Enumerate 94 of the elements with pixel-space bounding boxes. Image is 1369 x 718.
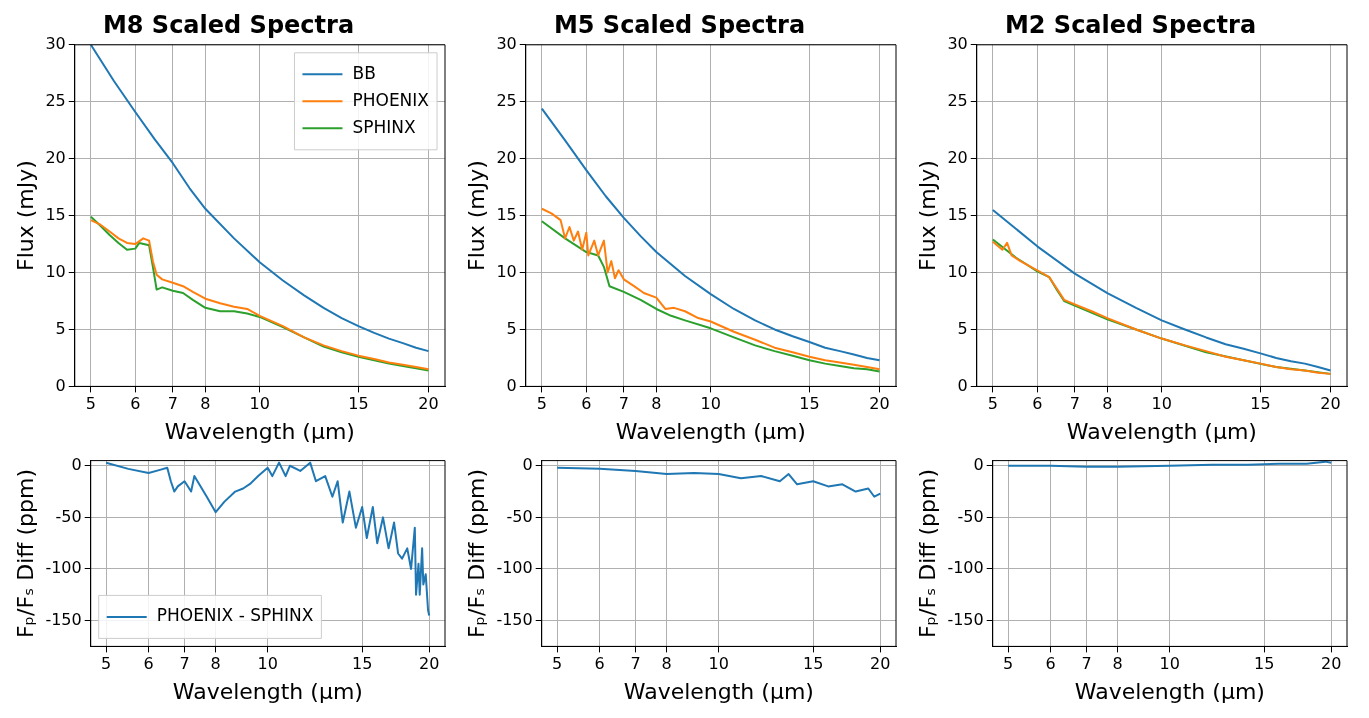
- y-tick-label: 5: [957, 318, 968, 338]
- y-tick-label: 10: [496, 261, 517, 281]
- x-tick-label: 5: [552, 654, 563, 674]
- y-tick-label: -150: [496, 609, 533, 629]
- y-tick-label: 10: [947, 261, 968, 281]
- x-tick-label: 8: [1112, 654, 1123, 674]
- x-tick-label: 6: [594, 654, 605, 674]
- x-axis-title: Wavelength (µm): [615, 418, 806, 444]
- y-tick-label: 10: [45, 261, 66, 281]
- x-tick-label: 15: [348, 394, 369, 414]
- y-tick-label: 25: [45, 90, 66, 110]
- legend-label: BB: [352, 62, 376, 83]
- y-tick-label: 0: [522, 454, 533, 474]
- y-tick-label: 25: [947, 90, 968, 110]
- x-tick-label: 15: [803, 654, 824, 674]
- x-tick-label: 5: [987, 394, 998, 414]
- y-tick-label: 20: [496, 147, 517, 167]
- y-tick-label: 30: [947, 33, 968, 53]
- x-tick-label: 8: [1102, 394, 1113, 414]
- x-tick-label: 6: [1045, 654, 1056, 674]
- y-tick-label: 30: [496, 33, 517, 53]
- x-tick-label: 10: [700, 394, 721, 414]
- x-axis-title: Wavelength (µm): [172, 678, 363, 704]
- y-axis-title: Flux (mJy): [463, 160, 489, 272]
- y-tick-label: 25: [496, 90, 517, 110]
- x-tick-label: 7: [618, 394, 629, 414]
- x-tick-label: 5: [101, 654, 112, 674]
- y-tick-label: 0: [957, 375, 968, 395]
- chart-title: M8 Scaled Spectra: [102, 10, 355, 39]
- chart-title: M5 Scaled Spectra: [553, 10, 806, 39]
- x-tick-label: 8: [210, 654, 221, 674]
- x-tick-label: 15: [1250, 394, 1271, 414]
- x-tick-label: 10: [1151, 394, 1172, 414]
- x-tick-label: 8: [661, 654, 672, 674]
- x-tick-label: 6: [130, 394, 141, 414]
- x-tick-label: 7: [179, 654, 190, 674]
- x-axis-title: Wavelength (µm): [623, 678, 814, 704]
- y-axis-title: Fₚ/Fₛ Diff (ppm): [463, 468, 489, 639]
- y-tick-label: 5: [506, 318, 517, 338]
- x-tick-label: 15: [1254, 654, 1275, 674]
- x-tick-label: 6: [143, 654, 154, 674]
- x-tick-label: 7: [630, 654, 641, 674]
- chart-title: M2 Scaled Spectra: [1004, 10, 1257, 39]
- y-tick-label: 30: [45, 33, 66, 53]
- x-tick-label: 15: [352, 654, 373, 674]
- x-tick-label: 6: [1032, 394, 1043, 414]
- x-tick-label: 20: [419, 654, 440, 674]
- x-tick-label: 20: [870, 654, 891, 674]
- y-tick-label: -50: [506, 506, 533, 526]
- y-tick-label: 15: [45, 204, 66, 224]
- y-tick-label: -100: [45, 558, 82, 578]
- x-tick-label: 7: [1069, 394, 1080, 414]
- x-axis-title: Wavelength (µm): [1074, 678, 1265, 704]
- x-tick-label: 6: [581, 394, 592, 414]
- y-tick-label: -150: [45, 609, 82, 629]
- y-tick-label: 0: [973, 454, 984, 474]
- y-tick-label: 0: [506, 375, 517, 395]
- x-tick-label: 20: [1321, 654, 1342, 674]
- x-tick-label: 20: [418, 394, 439, 414]
- y-tick-label: -100: [947, 558, 984, 578]
- x-tick-label: 10: [1159, 654, 1180, 674]
- x-axis-title: Wavelength (µm): [164, 418, 355, 444]
- y-axis-title: Fₚ/Fₛ Diff (ppm): [12, 468, 38, 639]
- y-tick-label: -50: [957, 506, 984, 526]
- x-tick-label: 7: [167, 394, 178, 414]
- legend-label: PHOENIX: [352, 89, 430, 110]
- y-tick-label: 20: [947, 147, 968, 167]
- x-tick-label: 15: [799, 394, 820, 414]
- x-tick-label: 8: [200, 394, 211, 414]
- y-axis-title: Flux (mJy): [914, 160, 940, 272]
- x-tick-label: 10: [249, 394, 270, 414]
- x-tick-label: 8: [651, 394, 662, 414]
- y-tick-label: 15: [496, 204, 517, 224]
- x-tick-label: 5: [1003, 654, 1014, 674]
- y-tick-label: -50: [55, 506, 82, 526]
- y-tick-label: 0: [71, 454, 82, 474]
- x-tick-label: 7: [1081, 654, 1092, 674]
- y-tick-label: 0: [55, 375, 66, 395]
- legend-label: PHOENIX - SPHINX: [156, 605, 314, 626]
- y-axis-title: Flux (mJy): [12, 160, 38, 272]
- x-tick-label: 10: [257, 654, 278, 674]
- x-tick-label: 5: [85, 394, 96, 414]
- y-tick-label: 5: [55, 318, 66, 338]
- y-tick-label: -150: [947, 609, 984, 629]
- legend-label: SPHINX: [352, 116, 417, 137]
- x-tick-label: 5: [536, 394, 547, 414]
- y-tick-label: -100: [496, 558, 533, 578]
- y-axis-title: Fₚ/Fₛ Diff (ppm): [914, 468, 940, 639]
- y-tick-label: 15: [947, 204, 968, 224]
- x-tick-label: 20: [869, 394, 890, 414]
- x-tick-label: 10: [708, 654, 729, 674]
- x-axis-title: Wavelength (µm): [1066, 418, 1257, 444]
- x-tick-label: 20: [1320, 394, 1341, 414]
- y-tick-label: 20: [45, 147, 66, 167]
